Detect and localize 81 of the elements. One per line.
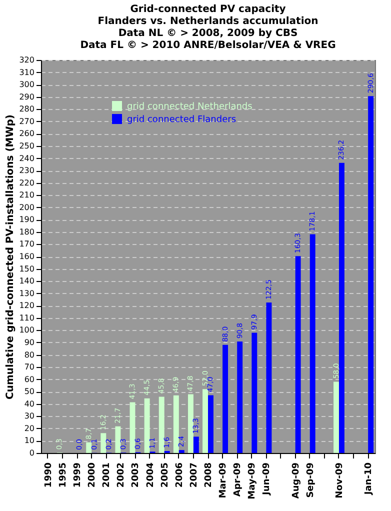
bar [158, 396, 164, 453]
x-tick-label: 1990 [44, 462, 54, 488]
x-tick-label: Nov-09 [334, 462, 345, 498]
x-tick-label: 2003 [131, 462, 142, 488]
x-tick-label: Aug-09 [291, 462, 302, 499]
x-tick-label: 2000 [88, 462, 98, 488]
y-tick-label: 140 [19, 276, 34, 286]
bar [295, 256, 301, 453]
y-tick-label: 240 [19, 154, 34, 163]
x-tick-label: 1995 [58, 462, 68, 488]
text: Grid-connected PV capacity [130, 4, 286, 15]
y-tick-label: 290 [19, 92, 34, 102]
y-tick-label: 320 [19, 56, 34, 64]
text: Data NL © > 2008, 2009 by CBS [118, 28, 298, 39]
y-tick-label: 220 [19, 178, 34, 188]
bar [338, 162, 344, 453]
x-tick-label: Sep-09 [306, 462, 316, 498]
y-tick-label: 50 [24, 387, 34, 396]
y-tick-label: 300 [19, 80, 34, 90]
y-tick-label: 30 [24, 412, 34, 421]
y-tick-label: 110 [19, 313, 34, 322]
y-tick-label: 310 [19, 68, 34, 77]
bar [130, 402, 136, 453]
bar [144, 398, 150, 453]
x-tick-label: 2005 [160, 462, 170, 488]
text: Data FL © > 2010 ANRE/Belsolar/VEA & VREG [80, 40, 336, 51]
y-tick-label: 10 [24, 436, 34, 446]
bar [86, 442, 92, 453]
bar [310, 234, 316, 453]
y-tick-label: 120 [19, 301, 34, 310]
bar [208, 395, 214, 453]
text: Flanders vs. Netherlands accumulation [98, 16, 318, 27]
y-tick-label: 180 [19, 227, 34, 236]
bar [173, 395, 179, 453]
x-tick-label: Jan-10 [364, 462, 374, 496]
y-tick-label: 100 [19, 326, 34, 335]
x-tick-label: Jun-09 [262, 462, 272, 496]
y-tick-label: 40 [24, 399, 34, 408]
y-tick-label: 130 [19, 288, 34, 298]
x-tick-label: 2008 [204, 462, 214, 488]
x-tick-label: 2007 [189, 462, 200, 488]
x-tick-label: 2002 [116, 462, 127, 488]
x-tick-label: 2001 [102, 462, 112, 488]
y-tick-label: 90 [24, 338, 34, 347]
y-tick-label: 160 [19, 252, 34, 261]
legend-label: grid connected Flanders [127, 115, 236, 125]
bar [193, 436, 199, 453]
y-tick-label: 190 [19, 215, 34, 224]
bar [252, 332, 258, 453]
y-tick-label: 210 [19, 190, 34, 200]
y-tick-label: 230 [19, 166, 34, 176]
bar [222, 344, 228, 453]
x-tick-label: 1999 [73, 462, 84, 488]
y-tick-label: 260 [19, 129, 34, 138]
y-tick-label: 80 [24, 350, 34, 360]
bar [368, 96, 374, 453]
bar [115, 426, 121, 453]
x-tick-label: 2006 [174, 462, 185, 488]
y-tick-label: 170 [19, 240, 34, 249]
x-tick-label: May-09 [248, 462, 258, 500]
legend-label: grid connected Netherlands [127, 102, 253, 112]
x-tick-label: Mar-09 [218, 462, 229, 498]
y-tick-label: 200 [19, 202, 34, 212]
bar [188, 394, 194, 453]
y-tick-label: 150 [19, 264, 34, 274]
y-tick-label: 250 [19, 141, 34, 150]
bar [237, 341, 243, 453]
bar [202, 389, 208, 453]
y-axis-title: Cumulative grid-connected PV-installations (MWp) [5, 114, 16, 400]
bar [266, 302, 272, 453]
y-tick-label: 70 [24, 362, 34, 372]
bar [334, 382, 339, 453]
y-tick-label: 60 [24, 374, 34, 384]
x-tick-label: 2004 [146, 462, 156, 488]
y-tick-label: 20 [24, 424, 34, 433]
bar [178, 450, 184, 453]
y-tick-label: 270 [19, 116, 34, 126]
x-tick-label: Apr-09 [233, 462, 244, 497]
y-tick-label: 0 [29, 448, 34, 458]
bar [100, 433, 106, 453]
y-tick-label: 280 [19, 104, 34, 114]
